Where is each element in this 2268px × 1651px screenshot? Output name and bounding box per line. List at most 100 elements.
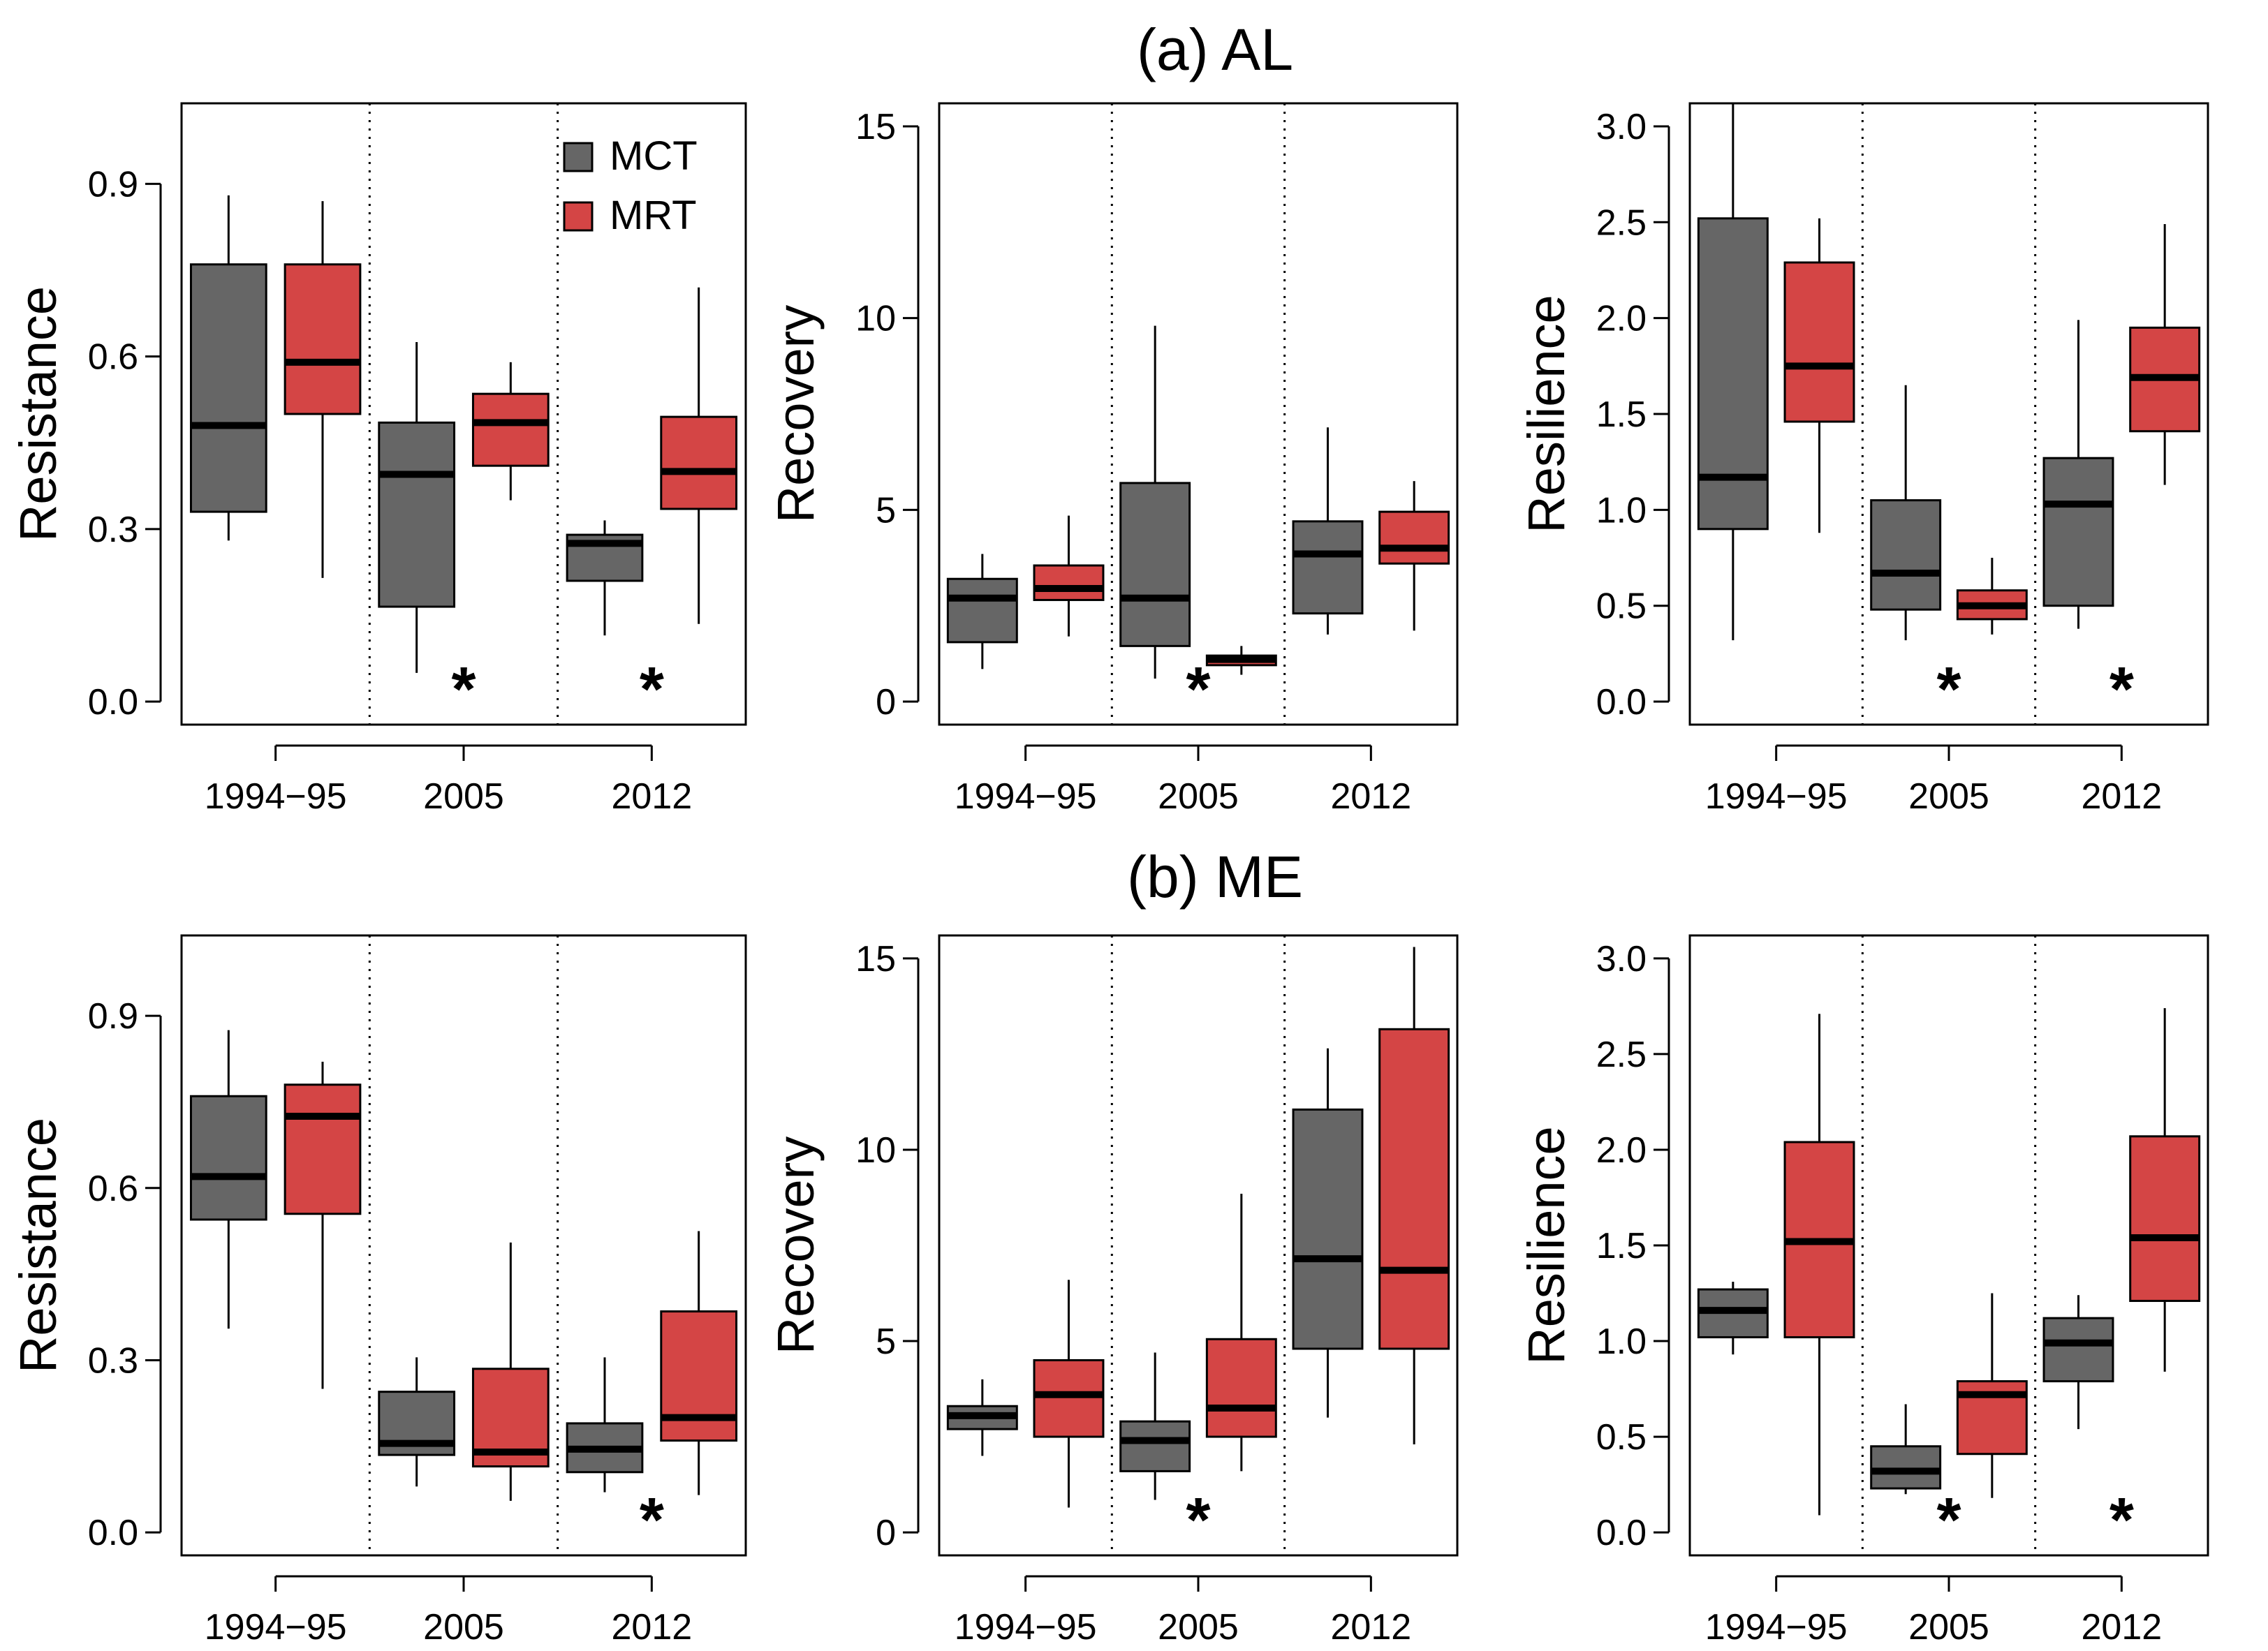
significance-star: * [2109, 1486, 2134, 1555]
box-MCT-0 [946, 1379, 1018, 1456]
x-tick-label: 2012 [611, 1607, 692, 1648]
box-MRT-1 [1956, 1293, 2028, 1498]
x-tick-label: 2012 [1330, 1607, 1411, 1648]
box-body [1033, 564, 1105, 601]
box-MCT-1 [1119, 1352, 1191, 1500]
box-body [1378, 510, 1450, 565]
y-tick-label: 0.6 [88, 337, 138, 378]
x-tick-label: 2005 [423, 776, 504, 817]
legend-label-MCT: MCT [610, 133, 698, 179]
box-MCT-2 [566, 1357, 644, 1493]
y-tick-label: 5 [876, 490, 896, 531]
box-MRT-1 [1956, 558, 2028, 635]
legend-swatch-MCT [563, 142, 594, 172]
panel-1-2: 0.0 0.5 1.0 1.5 2.0 2.5 3.0 Resilience 1994−95 20… [1517, 934, 2209, 1648]
y-axis-label: Resilience [1517, 295, 1575, 533]
row-title-1: (b) ME [1127, 844, 1303, 910]
x-tick-label: 2012 [2081, 776, 2162, 817]
box-MCT-1 [378, 1357, 456, 1487]
y-tick-label: 2.5 [1596, 1035, 1647, 1075]
panel-0-1: 0 5 10 15 Recovery 1994−95 2005 2012 * [767, 102, 1459, 817]
significance-star: * [1186, 655, 1210, 725]
box-body [660, 415, 738, 510]
y-tick-label: 0 [876, 682, 896, 723]
box-MRT-2 [2129, 224, 2201, 485]
plot-frame [938, 934, 1459, 1557]
box-MCT-2 [1292, 1048, 1364, 1418]
y-tick-label: 10 [855, 299, 896, 339]
y-tick-label: 2.5 [1596, 202, 1647, 243]
x-tick-label: 2012 [611, 776, 692, 817]
significance-star: * [2109, 655, 2134, 725]
legend-label-MRT: MRT [610, 193, 697, 238]
y-axis-label: Resilience [1517, 1126, 1575, 1364]
box-body [378, 421, 456, 608]
box-MRT-0 [1783, 218, 1855, 533]
box-MRT-0 [284, 1061, 362, 1389]
box-MCT-2 [1292, 427, 1364, 635]
y-tick-label: 0 [876, 1513, 896, 1553]
legend-swatch-MRT [563, 201, 594, 232]
box-MRT-2 [1378, 947, 1450, 1445]
plot-frame [1688, 102, 2209, 726]
box-body [1292, 520, 1364, 615]
box-body [1783, 261, 1855, 423]
box-MRT-1 [1205, 646, 1277, 675]
box-body [1292, 1108, 1364, 1350]
legend: MCT MRT [563, 133, 698, 238]
y-axis-label: Recovery [767, 1137, 825, 1355]
x-tick-label: 2012 [1330, 776, 1411, 817]
box-body [1870, 499, 1942, 611]
y-tick-label: 2.0 [1596, 1130, 1647, 1171]
box-MRT-0 [284, 201, 362, 578]
box-MCT-0 [189, 1030, 267, 1329]
panel-0-2: 0.0 0.5 1.0 1.5 2.0 2.5 3.0 Resilience 1994−95 20… [1517, 102, 2209, 817]
y-tick-label: 0.5 [1596, 1417, 1647, 1458]
y-tick-label: 0.9 [88, 164, 138, 205]
x-tick-label: 2012 [2081, 1607, 2162, 1648]
x-tick-label: 2005 [1908, 776, 1989, 817]
x-tick-label: 1994−95 [205, 1607, 347, 1648]
y-tick-label: 0.0 [88, 1513, 138, 1553]
plot-frame [180, 102, 747, 726]
box-body [1870, 1445, 1942, 1490]
box-body [1378, 1028, 1450, 1350]
box-MRT-0 [1033, 515, 1105, 637]
plot-frame [180, 934, 747, 1557]
y-axis-label: Resistance [9, 286, 67, 542]
box-MRT-1 [471, 362, 550, 501]
y-tick-label: 0.5 [1596, 586, 1647, 627]
y-tick-label: 15 [855, 107, 896, 147]
y-tick-label: 1.0 [1596, 490, 1647, 531]
y-tick-label: 0.9 [88, 996, 138, 1037]
box-body [660, 1310, 738, 1442]
x-tick-label: 2005 [1158, 776, 1239, 817]
box-MRT-2 [2129, 1008, 2201, 1372]
significance-star: * [1186, 1486, 1210, 1555]
box-MCT-0 [1697, 1282, 1769, 1355]
x-tick-label: 1994−95 [1705, 776, 1848, 817]
significance-star: * [640, 655, 664, 725]
box-body [1205, 1338, 1277, 1438]
box-MCT-0 [189, 195, 267, 541]
plot-frame [1688, 934, 2209, 1557]
box-MRT-2 [660, 1231, 738, 1495]
box-MCT-2 [566, 520, 644, 636]
box-MRT-0 [1783, 1014, 1855, 1516]
y-tick-label: 0.0 [88, 682, 138, 723]
panel-1-0: 0.0 0.3 0.6 0.9 Resistance 1994−95 2005 2012 * [9, 934, 747, 1648]
y-tick-label: 3.0 [1596, 939, 1647, 979]
box-body [471, 392, 550, 467]
significance-star: * [451, 655, 476, 725]
box-body [284, 1083, 362, 1215]
x-tick-label: 1994−95 [955, 1607, 1097, 1648]
y-tick-label: 1.5 [1596, 394, 1647, 435]
box-MCT-2 [2042, 1295, 2114, 1430]
y-tick-label: 0.3 [88, 510, 138, 550]
y-tick-label: 0.0 [1596, 1513, 1647, 1553]
panel-0-0: 0.0 0.3 0.6 0.9 Resistance 1994−95 2005 2012 * * M… [9, 102, 747, 817]
y-tick-label: 1.0 [1596, 1321, 1647, 1362]
box-body [1119, 482, 1191, 647]
